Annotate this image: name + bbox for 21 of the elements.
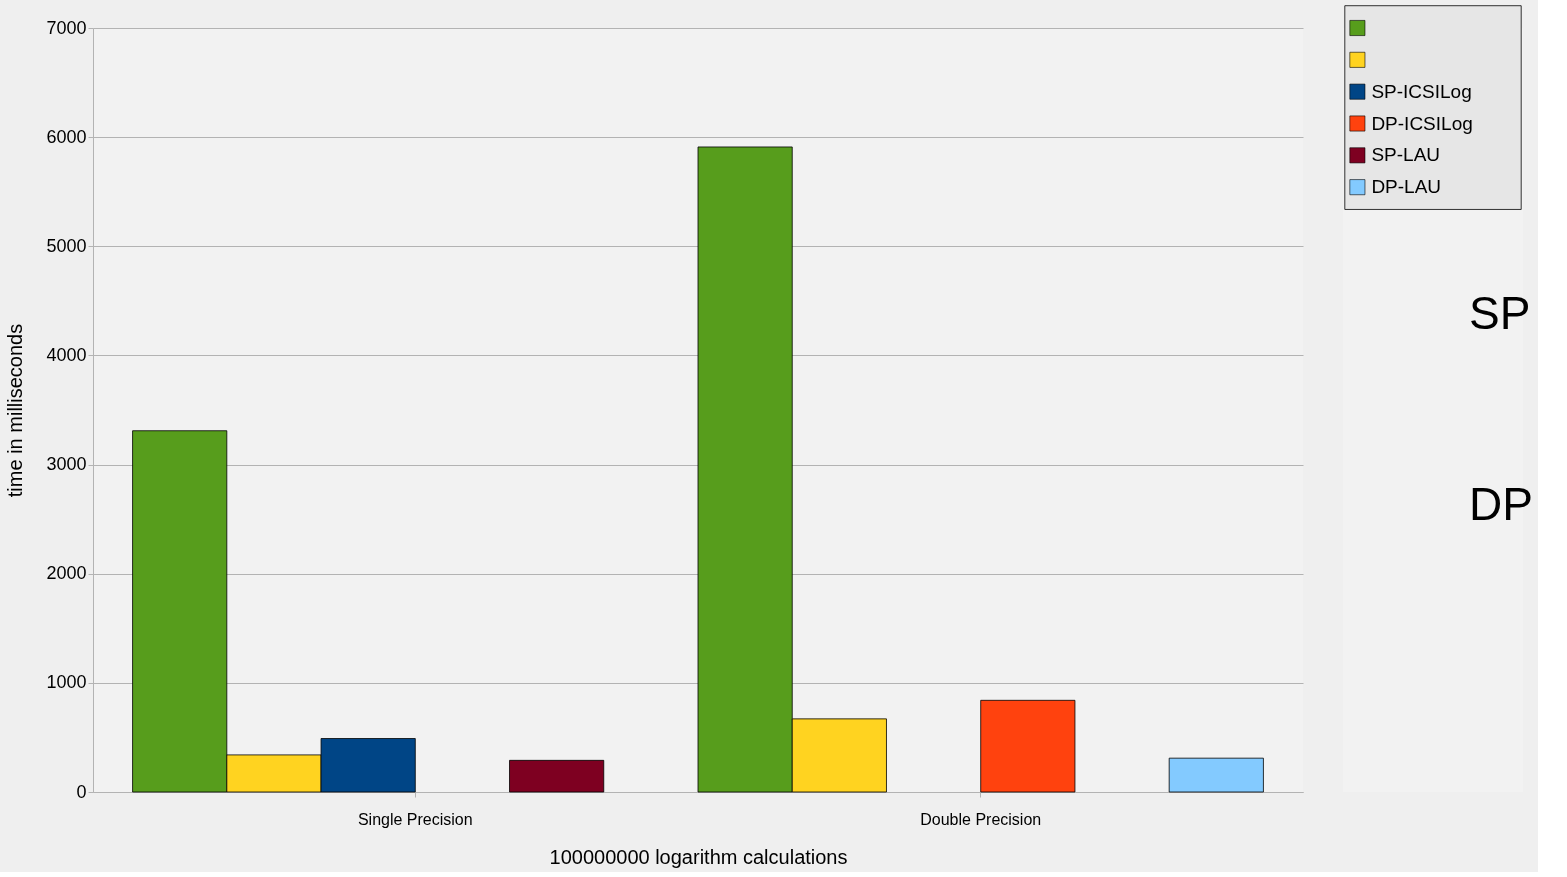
bar — [509, 759, 605, 793]
legend-label: DP-ICSILog — [1371, 112, 1473, 134]
y-tick-label: 3000 — [46, 454, 87, 475]
y-tick-label: 5000 — [46, 235, 87, 256]
bar — [980, 699, 1076, 793]
x-axis-title: 100000000 logarithm calculations — [549, 845, 848, 868]
y-tick-label: 1000 — [46, 672, 87, 693]
legend-label: DP-LAU — [1371, 176, 1442, 198]
bar — [1168, 757, 1264, 793]
legend-label: SP-ICSILog — [1371, 80, 1472, 102]
y-tick-label: 4000 — [46, 344, 87, 365]
y-axis-title: time in milliseconds — [4, 323, 27, 498]
y-tick-label: 6000 — [46, 126, 87, 147]
y-tick-label: 0 — [76, 781, 87, 802]
y-tick-label: 2000 — [46, 563, 87, 584]
legend-label: SP-LAU — [1371, 144, 1441, 166]
text: DP — [1469, 477, 1533, 530]
x-tick-label: Single Precision — [357, 810, 473, 828]
x-tick-label: Double Precision — [920, 810, 1042, 828]
text: SP — [1469, 286, 1531, 339]
y-tick-label: 7000 — [46, 17, 87, 38]
